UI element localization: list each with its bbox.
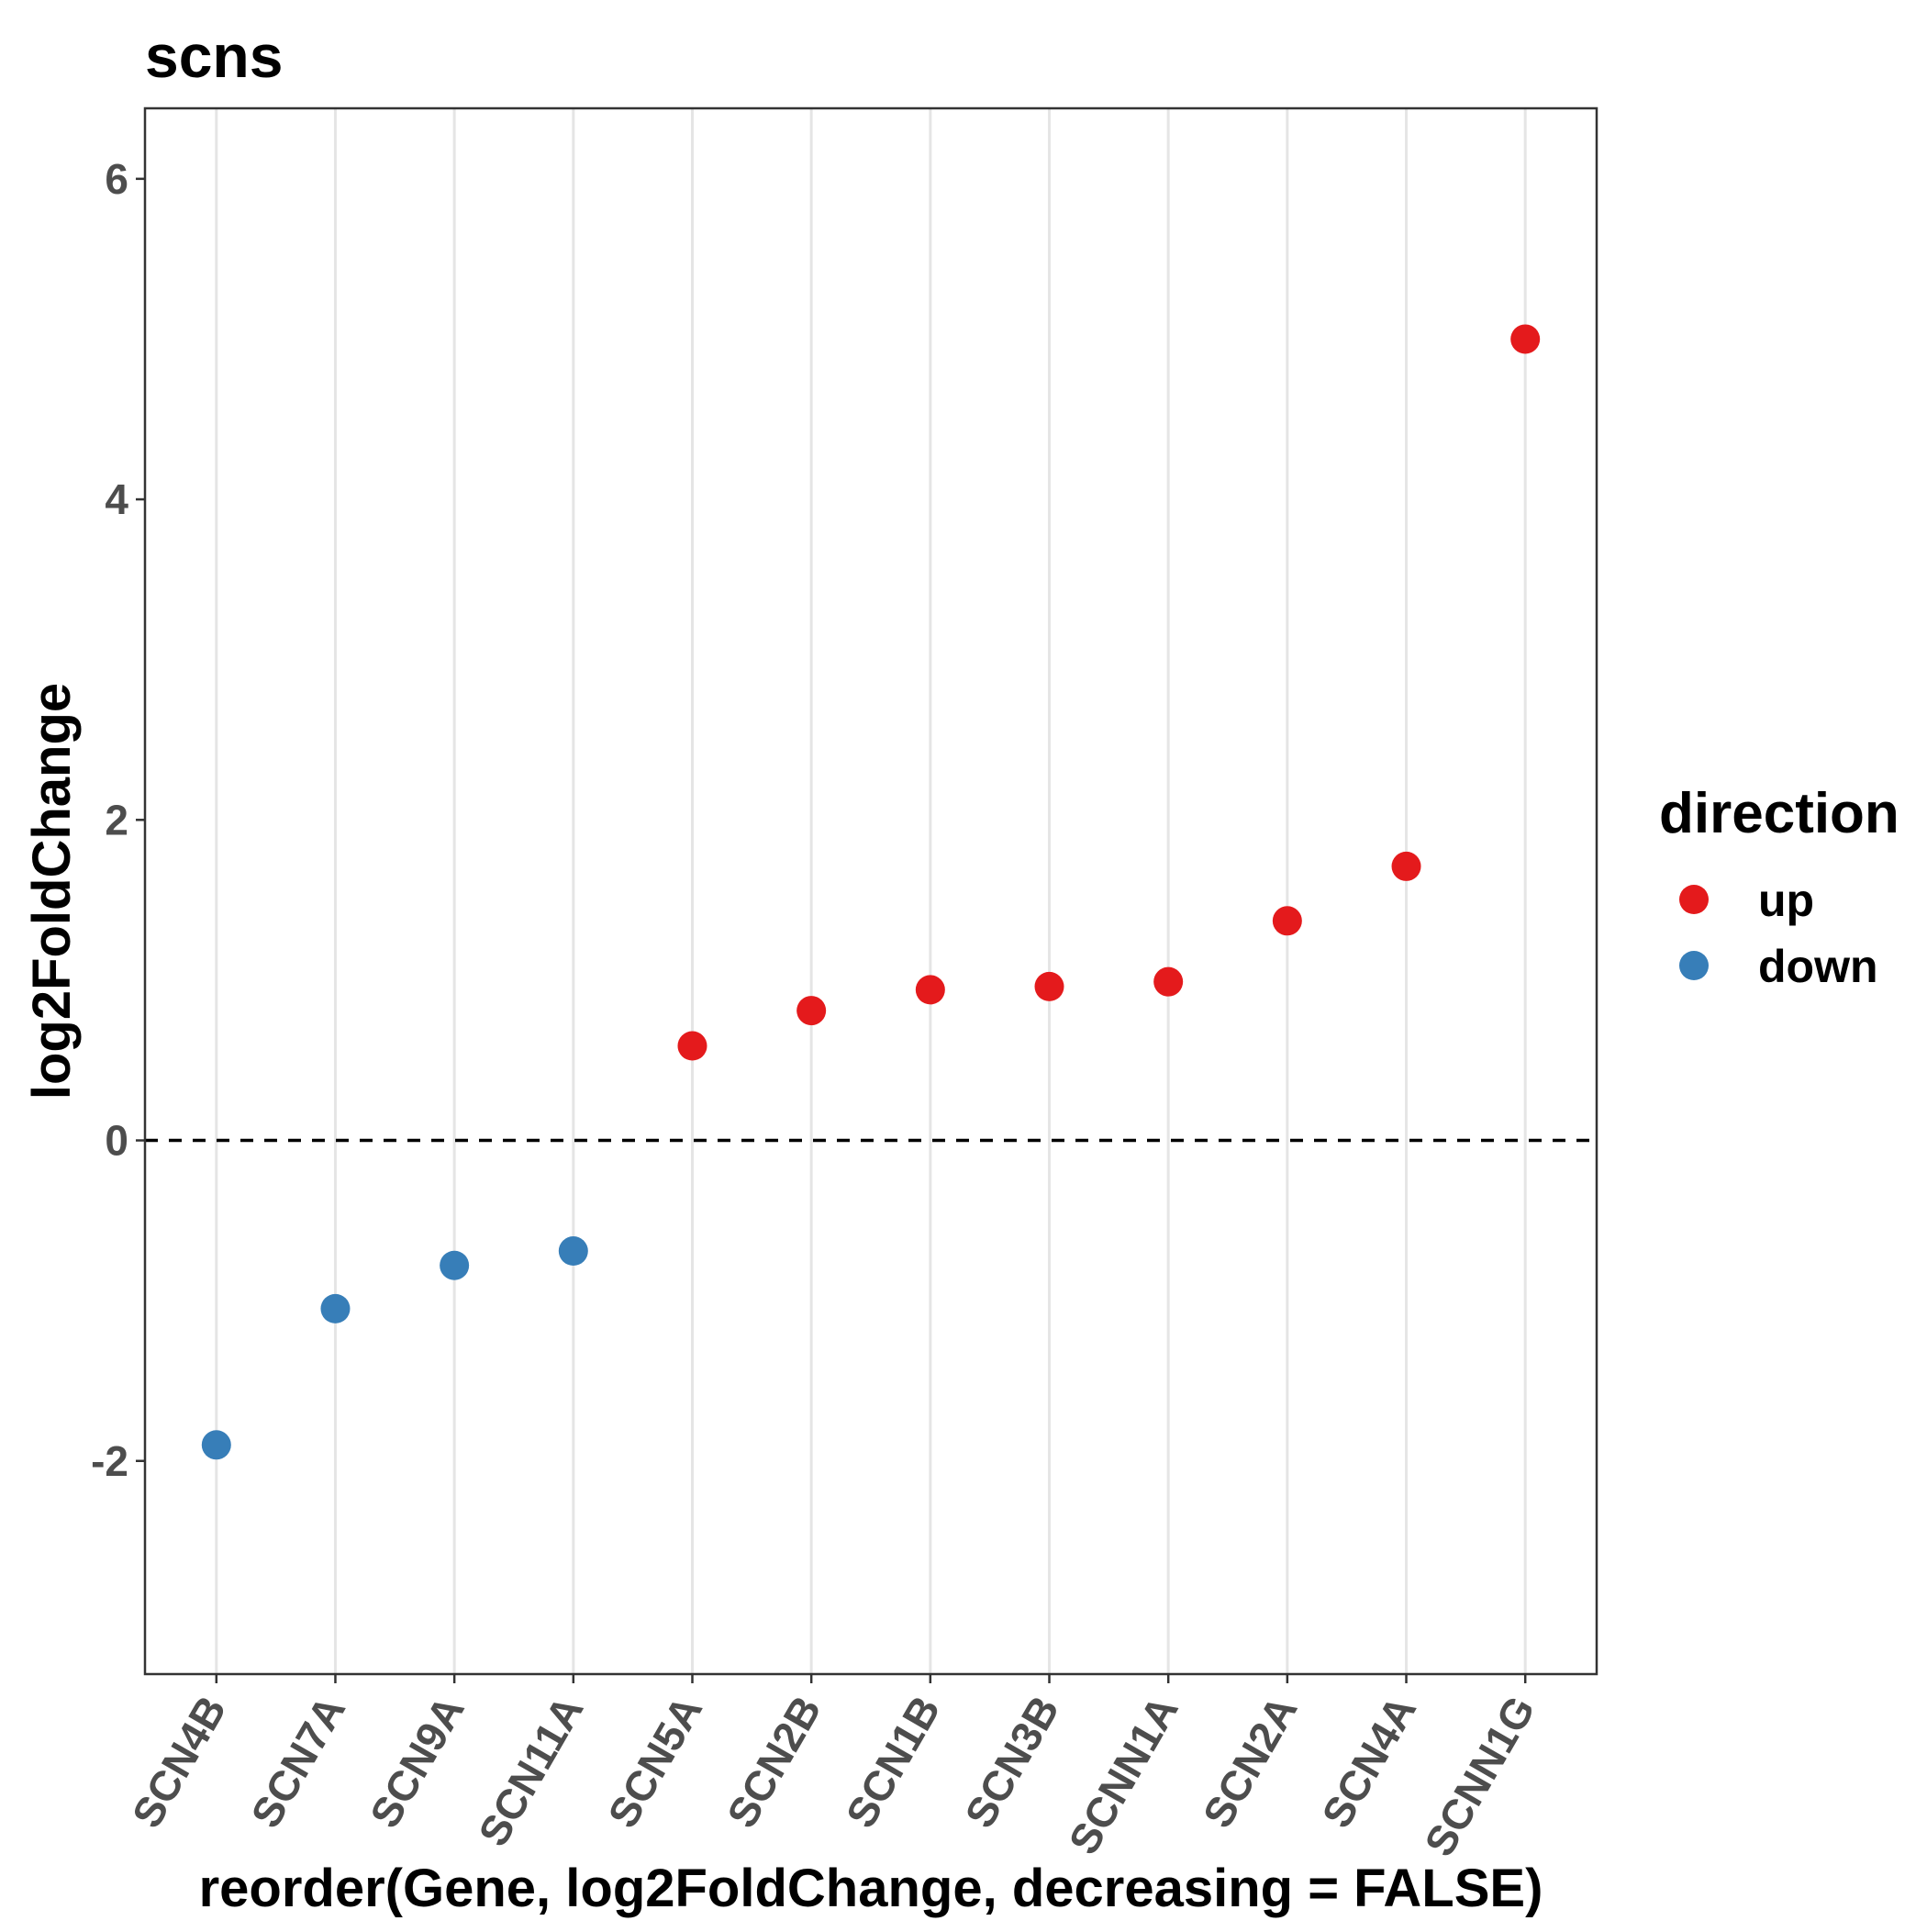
data-point <box>1391 851 1421 881</box>
legend: direction up down <box>1659 782 1899 992</box>
data-point <box>1034 971 1064 1001</box>
legend-entries: up down <box>1679 875 1878 992</box>
data-point <box>558 1236 588 1267</box>
data-point <box>1272 906 1302 936</box>
y-tick-label: 0 <box>105 1117 128 1165</box>
legend-key <box>1679 885 1709 914</box>
plot-panel-border <box>143 106 1598 1676</box>
data-point <box>201 1430 231 1460</box>
data-point <box>796 996 827 1026</box>
data-point <box>677 1031 707 1061</box>
legend-key <box>1679 951 1709 980</box>
legend-label: down <box>1758 941 1878 992</box>
data-point <box>1153 966 1184 997</box>
legend-title: direction <box>1659 782 1899 845</box>
data-point <box>320 1293 351 1323</box>
y-axis-title: log2FoldChange <box>22 683 82 1100</box>
y-tick-label: -2 <box>91 1437 128 1485</box>
points-layer <box>201 324 1541 1460</box>
y-tick-label: 4 <box>105 475 128 523</box>
chart-title: scns <box>145 22 283 90</box>
data-point <box>440 1250 470 1280</box>
legend-label: up <box>1758 875 1814 926</box>
data-point <box>915 975 945 1005</box>
y-axis: -2 0 2 4 6 <box>91 155 145 1485</box>
x-axis-title: reorder(Gene, log2FoldChange, decreasing… <box>199 1859 1543 1918</box>
data-point <box>1510 324 1541 354</box>
y-tick-label: 2 <box>105 796 128 843</box>
y-tick-label: 6 <box>105 155 128 203</box>
grid-layer <box>215 108 1527 1674</box>
